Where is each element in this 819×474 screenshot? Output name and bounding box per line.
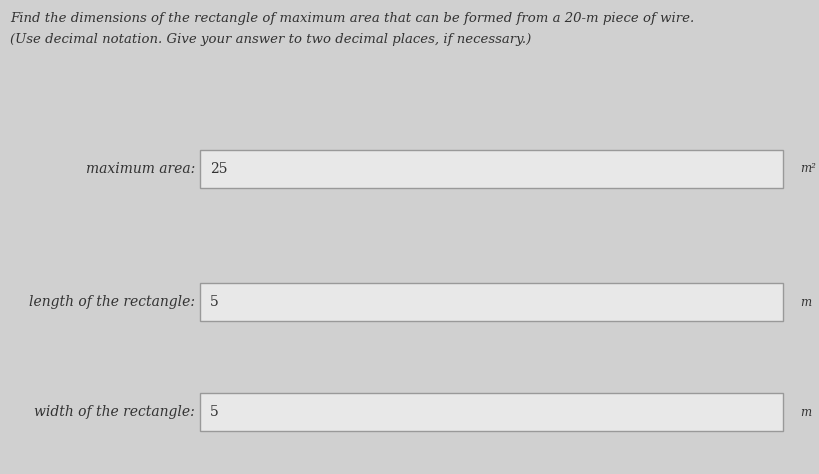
Text: 5: 5 <box>210 405 219 419</box>
Text: 25: 25 <box>210 162 228 176</box>
Text: 5: 5 <box>210 295 219 309</box>
Text: width of the rectangle:: width of the rectangle: <box>34 405 195 419</box>
Text: maximum area:: maximum area: <box>86 162 195 176</box>
FancyBboxPatch shape <box>200 393 783 431</box>
FancyBboxPatch shape <box>200 283 783 321</box>
Text: m²: m² <box>800 163 816 175</box>
Text: (Use decimal notation. Give your answer to two decimal places, if necessary.): (Use decimal notation. Give your answer … <box>10 33 532 46</box>
Text: Find the dimensions of the rectangle of maximum area that can be formed from a 2: Find the dimensions of the rectangle of … <box>10 12 695 25</box>
Text: m: m <box>800 405 811 419</box>
Text: length of the rectangle:: length of the rectangle: <box>29 295 195 309</box>
Text: m: m <box>800 295 811 309</box>
FancyBboxPatch shape <box>200 150 783 188</box>
